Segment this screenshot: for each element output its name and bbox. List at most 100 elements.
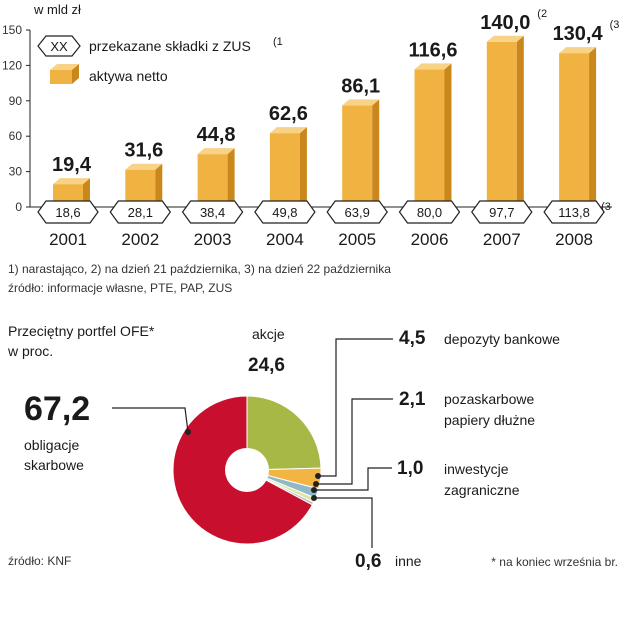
legend-note-zus: (1: [273, 36, 283, 48]
year-label-2001: 2001: [49, 230, 87, 249]
zus-hexagon-shape-2008: [543, 200, 605, 224]
pie: [172, 395, 322, 545]
year-label-2002: 2002: [121, 230, 159, 249]
value-label-2003: 44,8: [197, 124, 236, 146]
cube-marker-top: [50, 64, 79, 70]
zus-hexagon-shape-2001: [37, 200, 99, 224]
bar-front-2006: [414, 69, 445, 207]
label-inne-name: inne: [395, 553, 422, 569]
value-note-2008: (3: [610, 19, 620, 31]
y-tick-label: 120: [2, 58, 22, 72]
legend-marker-text: XX: [50, 39, 68, 54]
zus-hexagon-2005: 63,9 2005: [326, 200, 388, 249]
leader-inne: [314, 497, 373, 548]
label-depozyty-value: 4,5: [399, 328, 426, 349]
value-label-2006: 116,6: [409, 39, 458, 61]
y-tick-label: 60: [9, 129, 23, 143]
zus-value-2005: 63,9: [345, 205, 370, 220]
value-label-2007: 140,0: [480, 12, 530, 34]
year-label-2004: 2004: [266, 230, 304, 249]
legend: XX przekazane składki z ZUS (1 aktywa ne…: [37, 35, 283, 84]
bar-side-2002: [155, 163, 163, 207]
y-tick-label: 30: [9, 165, 23, 179]
leader-inwestycje: [314, 467, 392, 491]
bar-2001: 19,4: [52, 154, 92, 207]
pie-title-line-1: Przeciętny portfel OFE*: [8, 323, 155, 339]
pie-source: źródło: KNF: [8, 554, 71, 568]
zus-hexagon-shape-2006: [398, 200, 461, 224]
pie-note: * na koniec września br.: [491, 555, 618, 569]
leader-obligacje: [112, 407, 189, 433]
legend-label-aktywa: aktywa netto: [89, 68, 168, 84]
zus-hexagon-2003: 38,4 2003: [181, 200, 244, 249]
leader-lines: [112, 338, 393, 548]
bar-top-2008: [559, 47, 597, 54]
legend-item-aktywa: aktywa netto: [50, 64, 168, 84]
year-label-2008: 2008: [555, 230, 593, 249]
zus-hexagon-shape-2002: [109, 200, 172, 224]
zus-hexagon-shape-2003: [181, 200, 244, 224]
zus-hexagon-2008: 113,8 (3 2008: [543, 200, 611, 249]
bar-side-2004: [299, 127, 307, 207]
zus-hexagon-2007: 97,7 2007: [471, 200, 533, 249]
bar-front-2008: [559, 53, 590, 208]
bar-top-2002: [125, 163, 163, 170]
y-tick-label: 90: [9, 94, 23, 108]
bar-side-2006: [444, 63, 452, 207]
bar-2004: 62,6: [269, 103, 308, 207]
bar-2006: 116,6: [409, 39, 458, 207]
legend-label-zus: przekazane składki z ZUS: [89, 38, 251, 54]
dot-obligacje: [185, 429, 191, 435]
year-label-2005: 2005: [338, 230, 376, 249]
label-inwestycje-line-1: inwestycje: [444, 461, 509, 477]
label-pozaskarbowe-line-1: pozaskarbowe: [444, 391, 534, 407]
pie-slice-akcje: [246, 395, 322, 471]
value-note-2007: (2: [537, 8, 547, 20]
bar-side-2007: [516, 35, 524, 207]
zus-hexagon-2004: 49,8 2004: [254, 200, 316, 249]
bar-front-2007: [486, 41, 517, 207]
bar-2003: 44,8: [197, 124, 236, 207]
leader-dots: [185, 429, 321, 501]
zus-value-2004: 49,8: [272, 205, 297, 220]
bar-side-2003: [227, 148, 235, 207]
bar-top-2004: [269, 127, 307, 134]
zus-value-2007: 97,7: [489, 205, 514, 220]
bar-2002: 31,6: [124, 140, 163, 207]
y-axis: 0 30 60 90 120 150: [2, 23, 30, 214]
bar-top-2005: [342, 99, 380, 106]
bars: 19,4 31,6 44,8 62,6 86,1 116,6 140,0 (2 130,4 (3: [52, 8, 620, 208]
zus-note-2008: (3: [601, 201, 611, 213]
bar-top-2007: [486, 35, 524, 42]
label-inwestycje-value: 1,0: [397, 458, 423, 479]
unit-label: w mld zł: [33, 2, 81, 17]
bar-front-2003: [197, 154, 228, 207]
year-label-2007: 2007: [483, 230, 521, 249]
leader-pozaskarbowe: [316, 398, 393, 485]
bar-top-2001: [53, 178, 90, 185]
label-pozaskarbowe-value: 2,1: [399, 389, 426, 410]
zus-hexagon-shape-2007: [471, 200, 533, 224]
legend-item-zus: XX przekazane składki z ZUS (1: [37, 35, 283, 57]
value-label-2005: 86,1: [341, 75, 380, 97]
bar-front-2004: [269, 133, 300, 207]
dot-inne: [311, 495, 317, 501]
zus-hexagon-2006: 80,0 2006: [398, 200, 461, 249]
year-label-2003: 2003: [194, 230, 232, 249]
zus-value-2008: 113,8: [558, 205, 590, 220]
zus-hexagon-shape-2004: [254, 200, 316, 224]
zus-value-2001: 18,6: [55, 205, 80, 220]
year-label-2006: 2006: [411, 230, 449, 249]
bar-side-2005: [372, 99, 380, 207]
zus-value-2006: 80,0: [417, 205, 442, 220]
footnote-source: źródło: informacje własne, PTE, PAP, ZUS: [8, 281, 232, 295]
label-akcje-value: 24,6: [248, 355, 285, 376]
bar-front-2005: [342, 105, 373, 207]
hexagon-marker: [37, 35, 81, 57]
zus-value-2002: 28,1: [128, 205, 153, 220]
zus-hexagons: 18,6 2001 28,1 2002 38,4 2003 49,8 2004 63,9 2005…: [37, 200, 611, 249]
label-depozyty-name: depozyty bankowe: [444, 331, 560, 347]
label-inne-value: 0,6: [355, 551, 381, 572]
footnote-1: 1) narastająco, 2) na dzień 21 październ…: [8, 262, 391, 276]
